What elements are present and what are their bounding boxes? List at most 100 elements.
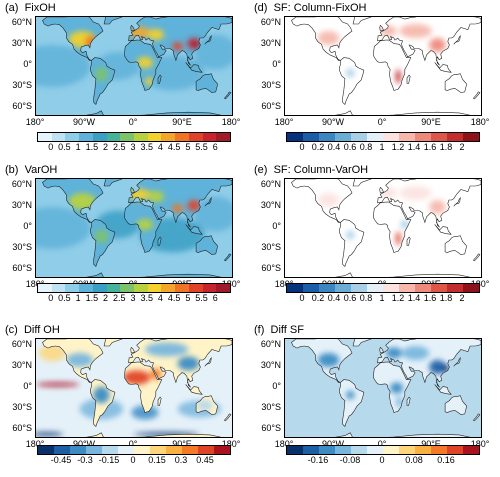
colorbar-tick-label: 1.6 (423, 142, 437, 152)
lon-tick-label: 0° (377, 439, 387, 449)
colorbar-swatch (51, 133, 66, 141)
colorbar-swatch (335, 133, 351, 141)
colorbar-tick-label: 0 (48, 142, 54, 152)
panel-f-title: (f) Diff SF (254, 324, 304, 336)
lat-tick-label: 30°N (11, 38, 32, 48)
coastline-africa (124, 39, 163, 91)
panel-title-text: SF: Column-VarOH (273, 164, 369, 176)
colorbar-swatch (150, 446, 166, 454)
coastline-indonesia (434, 384, 452, 395)
coastline-eurasia (128, 179, 232, 228)
panel-b-map (35, 178, 233, 278)
colorbar-swatch (118, 446, 134, 454)
colorbar-tick-label: 5.5 (195, 142, 208, 152)
colorbar-tick-label: 0.5 (58, 293, 71, 303)
colorbar-tick-label: 4 (157, 142, 163, 152)
coastline-antarctica (334, 432, 471, 437)
colorbar-swatch (102, 446, 118, 454)
colorbar-swatch (415, 284, 431, 292)
panel-f-colorbar (286, 445, 480, 455)
coastline-indonesia (185, 384, 203, 395)
panel-label: (c) (5, 324, 18, 336)
colorbar-swatch (214, 446, 230, 454)
lon-tick-label: 90°W (72, 439, 96, 449)
colorbar-swatch (367, 284, 383, 292)
coastline-greenland (103, 339, 123, 347)
colorbar-tick-label: 1.4 (407, 293, 421, 303)
colorbar-tick-label: 0 (130, 455, 136, 465)
colorbar-swatch (120, 133, 135, 141)
colorbar-tick-label: 4.5 (167, 142, 181, 152)
colorbar-swatch (70, 446, 86, 454)
colorbar-swatch (134, 446, 150, 454)
coastline-indonesia (185, 62, 203, 73)
colorbar-tick-label: 0 (299, 293, 305, 303)
colorbar-swatch (147, 133, 162, 141)
coastline-nz (223, 253, 232, 262)
colorbar-swatch (175, 284, 189, 292)
colorbar-tick-label: 1 (75, 142, 81, 152)
colorbar-swatch (383, 446, 399, 454)
field-blob (65, 353, 94, 367)
coastline-nz (223, 91, 232, 100)
coastline-japan (453, 356, 461, 367)
field-blob (193, 41, 200, 49)
panel-e-map (284, 178, 482, 278)
colorbar-tick-label: 1.2 (391, 142, 405, 152)
colorbar-swatch (287, 446, 303, 454)
field-blob (345, 390, 355, 400)
panel-b-colorbar (37, 283, 231, 293)
colorbar-tick-label: 3 (130, 142, 136, 152)
colorbar-tick-label: 4.5 (167, 293, 181, 303)
coastline-antarctica (334, 110, 471, 115)
panel-c-map (35, 338, 233, 438)
colorbar-swatch (188, 284, 203, 292)
field-blob (390, 382, 404, 394)
colorbar-tick-label: 1 (379, 142, 385, 152)
lat-tick-label: 30°S (261, 80, 281, 90)
colorbar-swatch (303, 446, 319, 454)
lat-tick-label: 30°N (260, 360, 281, 370)
colorbar-tick-label: 0.6 (343, 142, 357, 152)
field-blob (399, 186, 432, 200)
colorbar-swatch (202, 133, 217, 141)
coastline-africa (124, 201, 163, 253)
lat-tick-label: 0° (23, 381, 32, 391)
coastline-japan (204, 34, 212, 45)
lat-tick-label: 30°S (12, 242, 32, 252)
colorbar-tick-label: -0.45 (50, 455, 72, 465)
field-blob (172, 42, 183, 51)
coastline-samerica (90, 57, 116, 106)
colorbar-swatch (399, 133, 415, 141)
colorbar-swatch (399, 284, 415, 292)
coastline-madagascar (406, 236, 411, 246)
lat-tick-label: 60°S (12, 423, 32, 433)
lat-tick-label: 30°S (261, 402, 281, 412)
colorbar-swatch (216, 284, 231, 292)
field-blob (396, 396, 403, 408)
lat-tick-label: 60°N (260, 339, 281, 349)
colorbar-swatch (38, 446, 54, 454)
colorbar-tick-label: 0 (48, 293, 54, 303)
colorbar-tick-label: 1 (75, 293, 81, 303)
colorbar-swatch (134, 284, 148, 292)
lat-tick-label: 60°S (261, 263, 281, 273)
field-blob (429, 360, 446, 374)
colorbar-swatch (92, 284, 107, 292)
coastline-indonesia (434, 224, 452, 235)
lon-tick-label: 0° (128, 439, 138, 449)
colorbar-tick-label: 0.15 (148, 455, 166, 465)
colorbar-swatch (367, 133, 383, 141)
colorbar-swatch (188, 133, 203, 141)
colorbar-swatch (431, 446, 447, 454)
colorbar-swatch (447, 284, 463, 292)
panel-f-map (284, 338, 482, 438)
colorbar-swatch (447, 446, 463, 454)
field-blob (123, 370, 151, 385)
field-blob (36, 207, 91, 249)
lat-tick-label: 30°N (11, 200, 32, 210)
coastline-greenland (103, 17, 123, 25)
coastline-indonesia (185, 224, 203, 235)
colorbar-swatch (79, 284, 93, 292)
field-blob (144, 77, 154, 86)
